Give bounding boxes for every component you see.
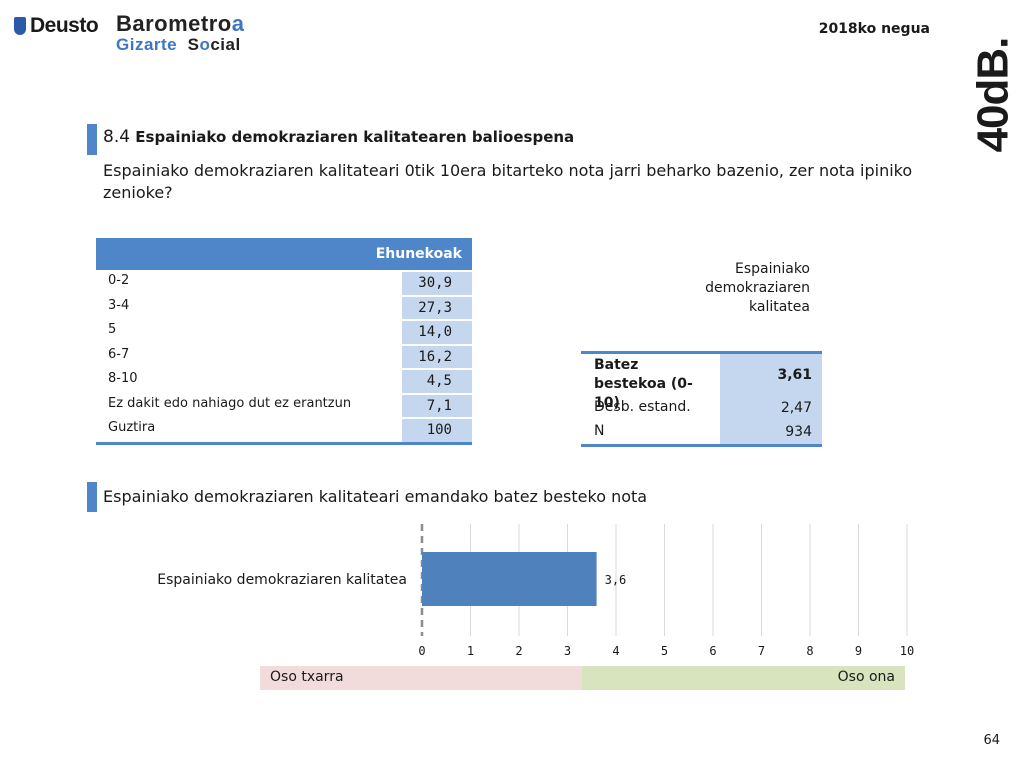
x-tick-label: 0 — [418, 644, 425, 658]
x-tick-label: 7 — [758, 644, 765, 658]
scale-good-band: Oso ona — [582, 666, 905, 690]
table-bottom-border — [96, 441, 472, 445]
x-tick-label: 2 — [515, 644, 522, 658]
section-marker — [87, 124, 97, 155]
percentages-header: Ehunekoak — [96, 238, 472, 270]
mean-value: 3,61 — [720, 354, 822, 396]
scale-bad-band: Oso txarra — [260, 666, 582, 690]
section2-title: Espainiako demokraziaren kalitateari ema… — [103, 487, 648, 506]
row-label: 8-10 — [108, 371, 138, 386]
deusto-logo-text: Deusto — [30, 14, 99, 37]
n-value: 934 — [720, 420, 822, 444]
stats-title-line: kalitatea — [749, 299, 810, 315]
row-value: 4,5 — [402, 370, 472, 393]
x-tick-label: 5 — [661, 644, 668, 658]
x-tick-label: 10 — [900, 644, 914, 658]
x-tick-label: 3 — [564, 644, 571, 658]
x-tick-label: 9 — [855, 644, 862, 658]
row-label: Ez dakit edo nahiago dut ez erantzun — [108, 395, 352, 411]
row-value: 27,3 — [402, 296, 472, 319]
table-row: 6-7 16,2 — [96, 344, 472, 368]
stats-title-line: Espainiako — [734, 261, 810, 277]
stats-title-line: demokraziaren — [705, 280, 810, 296]
scale-good-label: Oso ona — [837, 669, 895, 685]
chart-bar — [422, 552, 597, 606]
scale-bad-label: Oso txarra — [270, 669, 344, 685]
table-top-border — [581, 351, 822, 354]
row-value: 30,9 — [402, 272, 472, 295]
social-o: o — [199, 35, 211, 54]
row-value: 14,0 — [402, 321, 472, 344]
page-number: 64 — [983, 733, 1000, 748]
shield-icon — [14, 17, 26, 35]
row-value: 7,1 — [402, 394, 472, 417]
table-row: 0-2 30,9 — [96, 270, 472, 295]
mean-label: Batez bestekoa (0-10) — [594, 357, 693, 411]
table-bottom-border — [581, 444, 822, 447]
social-s: S — [187, 35, 200, 54]
x-tick-label: 1 — [467, 644, 474, 658]
season-label: 2018ko negua — [818, 21, 930, 37]
x-tick-label: 8 — [806, 644, 813, 658]
section-title: 8.4 Espainiako demokraziaren kalitateare… — [103, 127, 574, 147]
barometro-text: Barometro — [116, 11, 232, 36]
table-row: 5 14,0 — [96, 319, 472, 344]
mean-row: Batez bestekoa (0-10) 3,61 — [581, 354, 822, 411]
table-row: Guztira 100 — [96, 417, 472, 442]
social-rest: cial — [210, 35, 241, 54]
row-value: 16,2 — [402, 345, 472, 368]
row-value: 100 — [402, 419, 472, 442]
stats-title: Espainiako demokraziaren kalitatea — [660, 260, 810, 317]
category-label: Espainiako demokraziaren kalitatea — [157, 572, 407, 588]
brand-40db-text: 40dB. — [968, 37, 1018, 153]
table-row: Ez dakit edo nahiago dut ez erantzun 7,1 — [96, 393, 472, 417]
x-tick-label: 6 — [709, 644, 716, 658]
gizarte-social-logo: Gizarte Social — [116, 35, 241, 55]
barometro-logo: Barometroa — [116, 11, 245, 37]
n-label: N — [594, 423, 605, 439]
section-number: 8.4 — [103, 127, 131, 147]
row-label: 6-7 — [108, 346, 130, 362]
table-row: 3-4 27,3 — [96, 295, 472, 319]
gizarte-text: Gizarte — [116, 35, 178, 54]
row-label: 3-4 — [108, 297, 130, 313]
row-label: Guztira — [108, 420, 156, 435]
row-label: 0-2 — [108, 273, 130, 288]
section-marker — [87, 482, 97, 512]
brand-40db-logo: 40dB. — [958, 38, 1017, 153]
row-label: 5 — [108, 322, 117, 337]
sd-label: Desb. estand. — [594, 399, 691, 415]
n-row: N 934 — [581, 420, 822, 444]
sd-value: 2,47 — [720, 396, 822, 420]
mean-score-chart: 0 1 2 3 4 5 6 7 8 9 10 3,6 Espainiako demokraziaren … — [157, 524, 914, 658]
x-tick-label: 4 — [612, 644, 619, 658]
barometro-accent: a — [231, 11, 245, 36]
deusto-logo: Deusto — [14, 14, 99, 38]
table-row: 8-10 4,5 — [96, 368, 472, 393]
percentages-table: Ehunekoak 0-2 30,9 3-4 27,3 5 14,0 6-7 16,2 … — [96, 238, 472, 445]
bar-value-label: 3,6 — [605, 573, 627, 587]
sd-row: Desb. estand. 2,47 — [581, 396, 822, 420]
section-title-text: Espainiako demokraziaren kalitatearen ba… — [135, 128, 575, 146]
stats-table: Batez bestekoa (0-10) 3,61 Desb. estand.… — [581, 351, 822, 447]
question-text: Espainiako demokraziaren kalitateari 0ti… — [103, 161, 913, 202]
